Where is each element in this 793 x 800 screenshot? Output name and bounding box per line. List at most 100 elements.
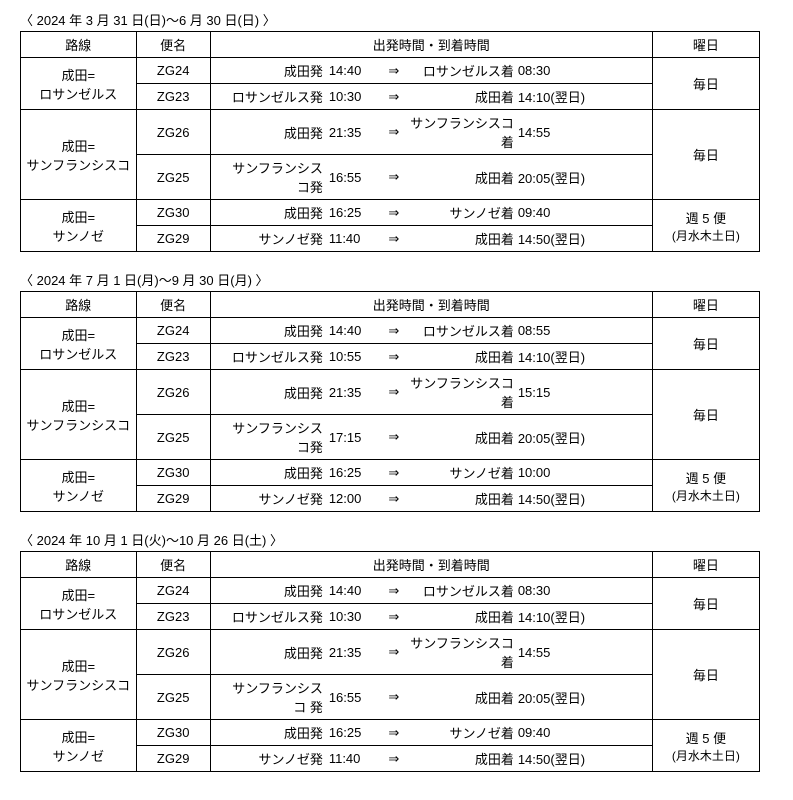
schedule-cell: サンフランシスコ 発16:55⇒成田着20:05(翌日) bbox=[210, 675, 652, 720]
arrival-label: サンフランシスコ着 bbox=[409, 633, 518, 671]
route-name: 成田=サンフランシスコ bbox=[21, 630, 137, 720]
day-cell: 毎日 bbox=[652, 370, 759, 460]
departure-time: 11:40 bbox=[329, 231, 379, 246]
flight-number: ZG26 bbox=[136, 630, 210, 675]
arrival-label: 成田着 bbox=[409, 87, 518, 106]
flight-number: ZG30 bbox=[136, 460, 210, 486]
schedule-section: 〈 2024 年 7 月 1 日(月)～9 月 30 日(月) 〉路線便名出発時… bbox=[20, 270, 773, 512]
arrival-time: 14:50(翌日) bbox=[518, 489, 613, 508]
day-cell: 毎日 bbox=[652, 110, 759, 200]
day-cell: 毎日 bbox=[652, 318, 759, 370]
departure-label: サンノゼ発 bbox=[223, 489, 329, 508]
day-sub: (月水木土日) bbox=[657, 487, 755, 504]
schedule-cell: サンフランシスコ発17:15⇒成田着20:05(翌日) bbox=[210, 415, 652, 460]
flight-number: ZG24 bbox=[136, 58, 210, 84]
schedule-line: サンフランシスコ発17:15⇒成田着20:05(翌日) bbox=[223, 418, 648, 456]
header-route: 路線 bbox=[21, 292, 137, 318]
schedule-line: 成田発14:40⇒ロサンゼルス着08:55 bbox=[223, 321, 648, 340]
schedule-line: 成田発16:25⇒サンノゼ着09:40 bbox=[223, 723, 648, 742]
arrival-label: サンノゼ着 bbox=[409, 463, 518, 482]
departure-label: 成田発 bbox=[223, 61, 329, 80]
departure-label: 成田発 bbox=[223, 123, 329, 142]
departure-label: 成田発 bbox=[223, 321, 329, 340]
day-main: 毎日 bbox=[657, 334, 755, 353]
schedule-line: 成田発16:25⇒サンノゼ着10:00 bbox=[223, 463, 648, 482]
header-day: 曜日 bbox=[652, 552, 759, 578]
schedule-line: 成田発21:35⇒サンフランシスコ着15:15 bbox=[223, 373, 648, 411]
arrival-label: サンフランシスコ着 bbox=[409, 373, 518, 411]
arrival-time: 20:05(翌日) bbox=[518, 688, 613, 707]
table-row: 成田=ロサンゼルスZG24成田発14:40⇒ロサンゼルス着08:30毎日 bbox=[21, 58, 760, 84]
schedule-line: 成田発16:25⇒サンノゼ着09:40 bbox=[223, 203, 648, 222]
departure-time: 16:25 bbox=[329, 205, 379, 220]
arrival-time: 09:40 bbox=[518, 725, 613, 740]
arrow-icon: ⇒ bbox=[379, 429, 409, 445]
schedule-cell: 成田発14:40⇒ロサンゼルス着08:30 bbox=[210, 58, 652, 84]
schedule-cell: サンノゼ発11:40⇒成田着14:50(翌日) bbox=[210, 746, 652, 772]
arrival-label: サンノゼ着 bbox=[409, 203, 518, 222]
schedule-line: 成田発21:35⇒サンフランシスコ着14:55 bbox=[223, 633, 648, 671]
schedule-cell: 成田発16:25⇒サンノゼ着09:40 bbox=[210, 200, 652, 226]
departure-time: 16:55 bbox=[329, 690, 379, 705]
departure-time: 16:55 bbox=[329, 170, 379, 185]
arrival-time: 14:10(翌日) bbox=[518, 607, 613, 626]
arrival-label: 成田着 bbox=[409, 229, 518, 248]
flight-number: ZG23 bbox=[136, 604, 210, 630]
day-main: 週 5 便 bbox=[657, 208, 755, 227]
arrival-time: 10:00 bbox=[518, 465, 613, 480]
flight-number: ZG29 bbox=[136, 746, 210, 772]
arrival-time: 20:05(翌日) bbox=[518, 428, 613, 447]
arrival-time: 14:55 bbox=[518, 125, 613, 140]
schedule-table: 路線便名出発時間・到着時間曜日成田=ロサンゼルスZG24成田発14:40⇒ロサン… bbox=[20, 31, 760, 252]
arrow-icon: ⇒ bbox=[379, 63, 409, 79]
flight-number: ZG25 bbox=[136, 675, 210, 720]
departure-time: 14:40 bbox=[329, 63, 379, 78]
flight-number: ZG24 bbox=[136, 578, 210, 604]
arrow-icon: ⇒ bbox=[379, 205, 409, 221]
schedule-cell: 成田発21:35⇒サンフランシスコ着14:55 bbox=[210, 110, 652, 155]
day-cell: 週 5 便(月水木土日) bbox=[652, 200, 759, 252]
arrow-icon: ⇒ bbox=[379, 231, 409, 247]
arrow-icon: ⇒ bbox=[379, 384, 409, 400]
schedule-line: サンノゼ発11:40⇒成田着14:50(翌日) bbox=[223, 749, 648, 768]
flight-number: ZG25 bbox=[136, 155, 210, 200]
schedule-cell: 成田発16:25⇒サンノゼ着10:00 bbox=[210, 460, 652, 486]
departure-label: サンノゼ発 bbox=[223, 229, 329, 248]
schedule-line: 成田発14:40⇒ロサンゼルス着08:30 bbox=[223, 61, 648, 80]
schedule-cell: 成田発14:40⇒ロサンゼルス着08:30 bbox=[210, 578, 652, 604]
table-row: 成田=サンノゼZG30成田発16:25⇒サンノゼ着09:40週 5 便(月水木土… bbox=[21, 200, 760, 226]
departure-time: 10:55 bbox=[329, 349, 379, 364]
schedule-table: 路線便名出発時間・到着時間曜日成田=ロサンゼルスZG24成田発14:40⇒ロサン… bbox=[20, 291, 760, 512]
departure-label: ロサンゼルス発 bbox=[223, 347, 329, 366]
departure-label: ロサンゼルス発 bbox=[223, 607, 329, 626]
route-name: 成田=サンノゼ bbox=[21, 200, 137, 252]
flight-number: ZG23 bbox=[136, 84, 210, 110]
table-row: 成田=サンノゼZG30成田発16:25⇒サンノゼ着09:40週 5 便(月水木土… bbox=[21, 720, 760, 746]
departure-label: サンフランシスコ発 bbox=[223, 158, 329, 196]
arrow-icon: ⇒ bbox=[379, 751, 409, 767]
departure-label: 成田発 bbox=[223, 463, 329, 482]
arrival-time: 14:50(翌日) bbox=[518, 749, 613, 768]
departure-label: 成田発 bbox=[223, 203, 329, 222]
day-sub: (月水木土日) bbox=[657, 747, 755, 764]
day-main: 毎日 bbox=[657, 74, 755, 93]
schedule-cell: サンノゼ発12:00⇒成田着14:50(翌日) bbox=[210, 486, 652, 512]
table-header-row: 路線便名出発時間・到着時間曜日 bbox=[21, 552, 760, 578]
arrow-icon: ⇒ bbox=[379, 689, 409, 705]
schedule-cell: ロサンゼルス発10:55⇒成田着14:10(翌日) bbox=[210, 344, 652, 370]
header-day: 曜日 bbox=[652, 292, 759, 318]
arrow-icon: ⇒ bbox=[379, 465, 409, 481]
day-main: 毎日 bbox=[657, 145, 755, 164]
day-cell: 毎日 bbox=[652, 58, 759, 110]
arrow-icon: ⇒ bbox=[379, 491, 409, 507]
schedule-cell: ロサンゼルス発10:30⇒成田着14:10(翌日) bbox=[210, 84, 652, 110]
header-schedule: 出発時間・到着時間 bbox=[210, 292, 652, 318]
arrival-time: 20:05(翌日) bbox=[518, 168, 613, 187]
departure-label: 成田発 bbox=[223, 581, 329, 600]
schedule-line: サンフランシスコ発16:55⇒成田着20:05(翌日) bbox=[223, 158, 648, 196]
table-header-row: 路線便名出発時間・到着時間曜日 bbox=[21, 292, 760, 318]
departure-label: 成田発 bbox=[223, 383, 329, 402]
departure-time: 21:35 bbox=[329, 125, 379, 140]
arrow-icon: ⇒ bbox=[379, 124, 409, 140]
period-title: 〈 2024 年 3 月 31 日(日)～6 月 30 日(日) 〉 bbox=[20, 10, 773, 29]
